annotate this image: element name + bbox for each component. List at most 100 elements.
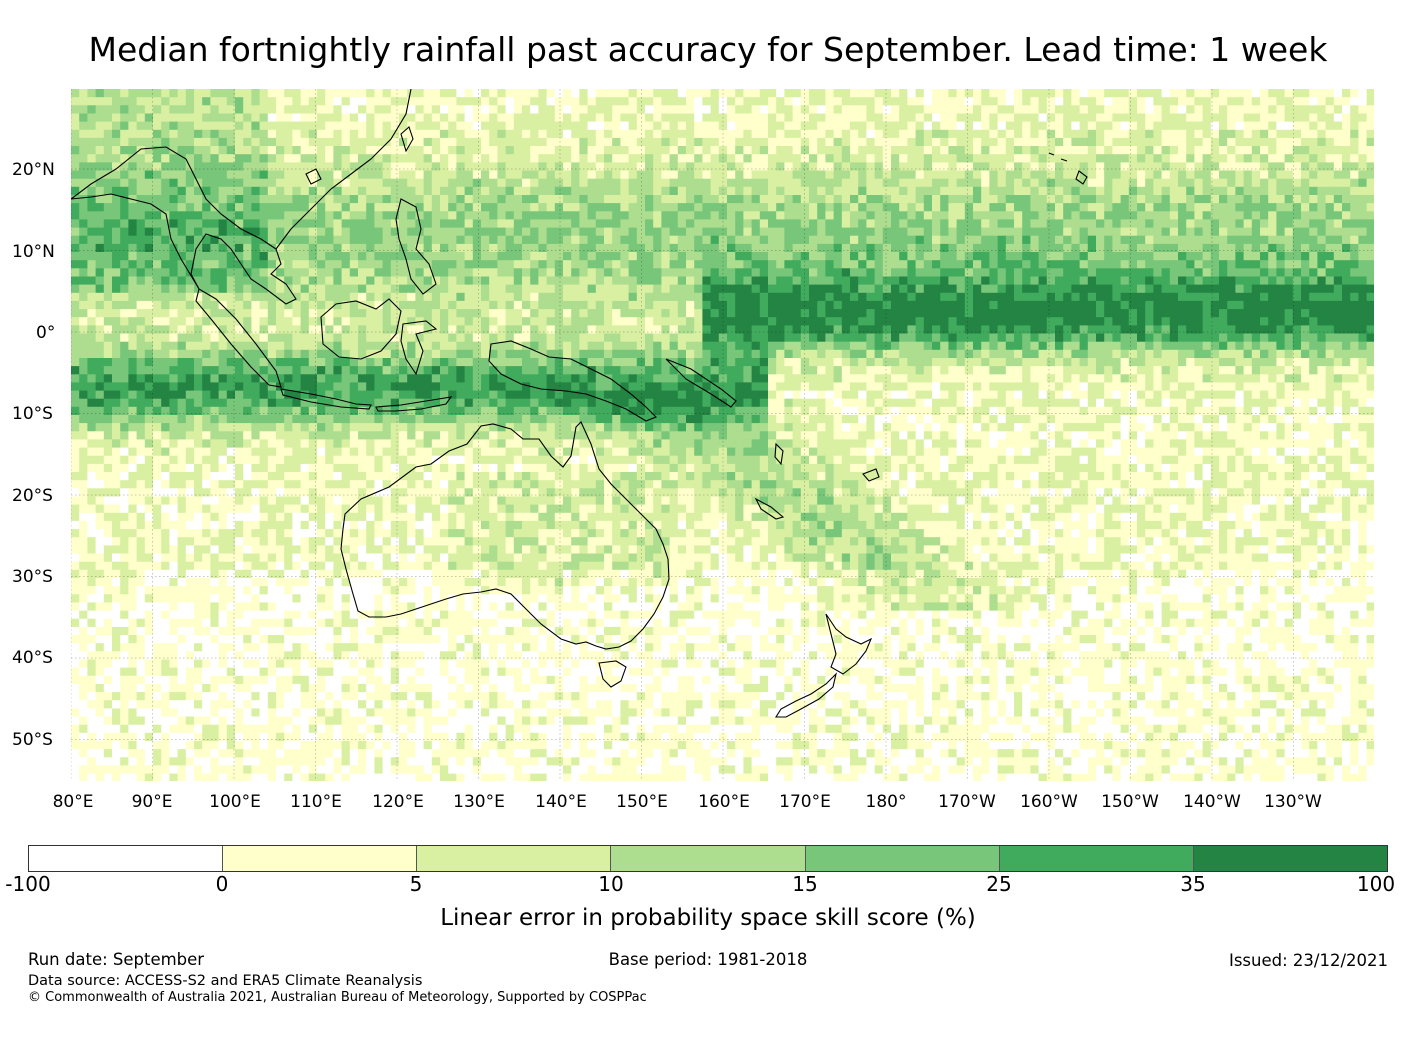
skill-cell: [595, 276, 605, 286]
skill-cell: [809, 309, 818, 318]
skill-cell: [874, 105, 884, 114]
skill-cell: [694, 284, 703, 294]
skill-cell: [604, 284, 613, 294]
skill-cell: [686, 186, 695, 196]
skill-cell: [210, 162, 219, 171]
skill-cell: [1309, 178, 1318, 188]
skill-cell: [243, 113, 252, 123]
skill-cell: [349, 113, 359, 123]
skill-cell: [956, 243, 966, 253]
skill-cell: [628, 89, 638, 98]
skill-cell: [653, 203, 662, 212]
skill-cell: [538, 146, 547, 155]
skill-cell: [1112, 195, 1121, 204]
skill-cell: [218, 284, 228, 294]
skill-cell: [1079, 186, 1089, 196]
skill-cell: [341, 341, 351, 351]
skill-cell: [1202, 146, 1212, 155]
skill-cell: [973, 162, 982, 171]
skill-cell: [1350, 186, 1359, 196]
skill-cell: [1104, 333, 1113, 343]
skill-cell: [923, 97, 933, 106]
skill-cell: [71, 284, 80, 294]
skill-cell: [407, 97, 416, 106]
skill-cell: [1276, 276, 1285, 286]
skill-cell: [669, 146, 679, 155]
skill-cell: [759, 317, 769, 326]
skill-cell: [1169, 292, 1179, 302]
skill-cell: [677, 154, 687, 163]
skill-cell: [1194, 325, 1203, 334]
skill-cell: [1153, 243, 1162, 253]
skill-cell: [472, 105, 482, 114]
skill-cell: [1030, 146, 1039, 155]
skill-cell: [185, 235, 195, 245]
skill-cell: [571, 284, 580, 294]
skill-cell: [497, 284, 506, 294]
skill-cell: [1358, 284, 1367, 294]
skill-cell: [276, 186, 285, 196]
skill-cell: [981, 276, 990, 286]
skill-cell: [710, 300, 720, 310]
skill-cell: [1186, 178, 1195, 188]
skill-cell: [874, 195, 884, 204]
skill-cell: [645, 89, 654, 98]
skill-cell: [71, 252, 80, 261]
skill-cell: [710, 186, 720, 196]
skill-cell: [464, 97, 474, 106]
skill-cell: [645, 292, 654, 302]
skill-cell: [185, 268, 195, 277]
skill-cell: [481, 243, 490, 253]
skill-cell: [858, 162, 867, 171]
skill-cell: [505, 284, 515, 294]
skill-cell: [563, 203, 572, 212]
skill-cell: [825, 243, 834, 253]
skill-cell: [481, 211, 490, 220]
skill-cell: [677, 89, 687, 98]
skill-cell: [645, 154, 654, 163]
skill-cell: [325, 113, 334, 123]
skill-cell: [1251, 113, 1261, 123]
skill-cell: [415, 162, 424, 171]
skill-cell: [768, 178, 777, 188]
skill-cell: [579, 284, 588, 294]
skill-cell: [481, 284, 490, 294]
skill-cell: [1202, 89, 1212, 98]
skill-cell: [571, 186, 580, 196]
skill-cell: [489, 235, 498, 245]
skill-cell: [595, 178, 605, 188]
skill-cell: [1104, 284, 1113, 294]
skill-cell: [423, 113, 433, 123]
skill-cell: [1169, 178, 1179, 188]
skill-cell: [185, 97, 195, 106]
skill-cell: [169, 268, 178, 277]
skill-cell: [243, 300, 252, 310]
skill-cell: [1137, 178, 1146, 188]
skill-cell: [1120, 105, 1130, 114]
skill-cell: [768, 105, 777, 114]
skill-cell: [1219, 300, 1228, 310]
skill-cell: [267, 146, 277, 155]
skill-cell: [833, 243, 843, 253]
skill-cell: [226, 154, 236, 163]
skill-cell: [333, 137, 342, 147]
skill-cell: [563, 317, 572, 326]
skill-cell: [210, 121, 219, 131]
skill-cell: [456, 146, 465, 155]
skill-cell: [251, 113, 260, 123]
skill-cell: [1227, 268, 1236, 277]
skill-cell: [727, 260, 736, 269]
skill-cell: [341, 154, 351, 163]
skill-cell: [800, 268, 810, 277]
skill-cell: [144, 317, 154, 326]
skill-cell: [243, 186, 252, 196]
skill-cell: [874, 325, 884, 334]
skill-cell: [431, 97, 441, 106]
skill-cell: [1161, 186, 1171, 196]
skill-cell: [1268, 178, 1277, 188]
skill-cell: [1079, 113, 1089, 123]
skill-cell: [907, 300, 916, 310]
skill-cell: [743, 146, 752, 155]
skill-cell: [358, 333, 367, 343]
skill-cell: [423, 146, 433, 155]
